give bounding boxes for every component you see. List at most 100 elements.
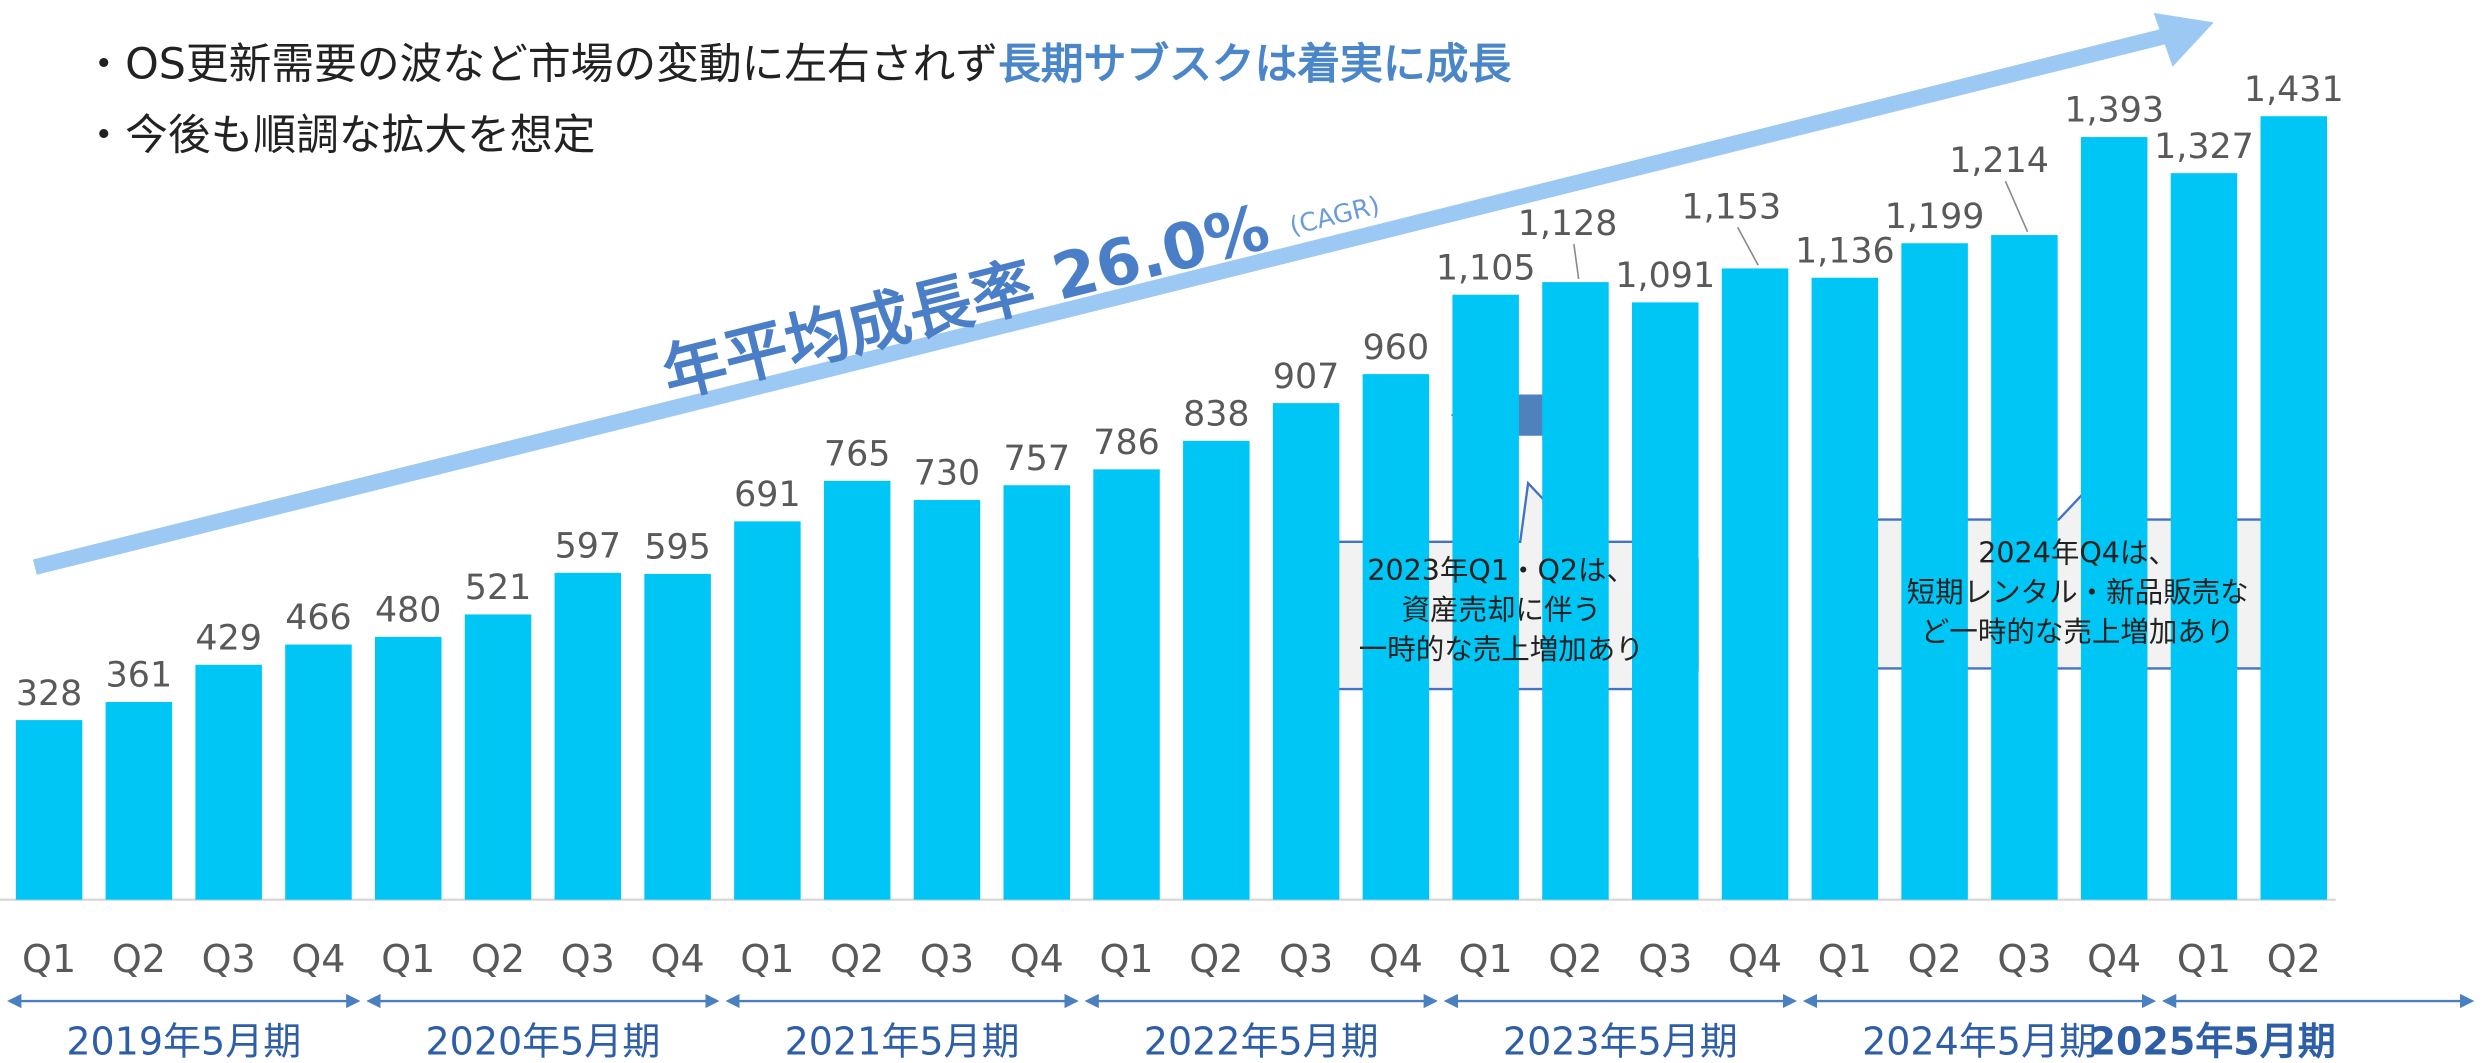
bar	[1452, 294, 1519, 900]
x-tick-label: Q1	[22, 937, 76, 981]
value-label: 1,327	[2154, 127, 2254, 167]
bar	[2080, 137, 2148, 900]
x-tick-label: Q4	[1369, 937, 1423, 981]
x-tick-label: Q2	[2267, 937, 2321, 981]
x-tick-label: Q3	[920, 937, 974, 981]
value-label: 521	[465, 568, 531, 608]
x-tick-label: Q1	[1099, 937, 1153, 981]
x-tick-label: Q3	[561, 937, 615, 981]
value-label: 1,431	[2244, 70, 2344, 110]
value-label: 1,393	[2064, 91, 2164, 131]
callout-text: 2023年Q1・Q2は、	[1367, 554, 1635, 587]
bar	[195, 664, 262, 900]
header-text: ・OS更新需要の波など市場の変動に左右されず	[82, 39, 998, 89]
group-label: 2020年5月期	[425, 1019, 660, 1063]
header-line: ・今後も順調な拡大を想定	[82, 110, 595, 160]
group-label: 2025年5月期	[2090, 1019, 2336, 1063]
value-label: 1,214	[1949, 141, 2049, 181]
x-tick-label: Q2	[830, 937, 884, 981]
value-label: 786	[1093, 423, 1159, 463]
group-label: 2021年5月期	[785, 1019, 1020, 1063]
x-tick-label: Q1	[1818, 937, 1872, 981]
x-tick-label: Q4	[2087, 937, 2141, 981]
callout-text: 一時的な売上増加あり	[1359, 633, 1644, 666]
header-emphasis: 長期サブスクは着実に成長	[998, 39, 1511, 89]
header-line: ・OS更新需要の波など市場の変動に左右されず長期サブスクは着実に成長	[82, 39, 1511, 89]
bar	[1183, 440, 1250, 900]
bar	[285, 644, 352, 900]
x-tick-label: Q3	[1638, 937, 1692, 981]
x-tick-label: Q4	[1010, 937, 1064, 981]
bar	[1721, 268, 1789, 900]
value-label: 960	[1363, 328, 1429, 368]
value-label: 1,153	[1681, 187, 1781, 227]
bar	[1901, 243, 1968, 900]
group-label: 2019年5月期	[66, 1019, 301, 1063]
x-tick-label: Q2	[1548, 937, 1602, 981]
value-label: 1,105	[1436, 248, 1536, 288]
trend-arrow	[32, 27, 2172, 575]
callout-text: 2024年Q4は、	[1978, 536, 2177, 569]
value-label: 838	[1183, 395, 1249, 435]
value-label: 757	[1004, 439, 1070, 479]
x-tick-label: Q4	[1728, 937, 1782, 981]
bar	[554, 572, 622, 900]
x-tick-label: Q1	[1459, 937, 1513, 981]
leader-line	[1573, 244, 1580, 280]
value-label: 1,199	[1885, 197, 1985, 237]
x-tick-label: Q3	[1279, 937, 1333, 981]
x-tick-label: Q3	[1997, 937, 2051, 981]
bar	[374, 636, 442, 900]
bar	[1093, 469, 1160, 900]
bar	[734, 521, 801, 900]
x-tick-label: Q1	[381, 937, 435, 981]
bar	[1991, 235, 2058, 900]
value-label: 597	[555, 526, 621, 566]
value-label: 765	[824, 435, 890, 475]
bar	[1003, 485, 1071, 900]
leader-line	[1736, 226, 1759, 266]
cagr-label: 年平均成長率 26.0%	[655, 190, 1276, 412]
callout-text: 資産売却に伴う	[1401, 593, 1601, 626]
bar	[1542, 282, 1609, 900]
group-label: 2022年5月期	[1144, 1019, 1379, 1063]
bar	[1632, 302, 1699, 900]
x-tick-label: Q2	[1189, 937, 1243, 981]
x-tick-label: Q1	[740, 937, 794, 981]
bar	[644, 573, 711, 900]
callout-text: ど一時的な売上増加あり	[1921, 616, 2235, 649]
bar	[464, 614, 532, 900]
callout-text: 短期レンタル・新品販売な	[1907, 576, 2249, 609]
bar	[1362, 374, 1430, 900]
bar	[1811, 277, 1879, 900]
value-label: 328	[16, 674, 82, 714]
value-label: 361	[106, 656, 172, 696]
x-tick-label: Q2	[1908, 937, 1962, 981]
bar	[913, 500, 981, 900]
value-label: 1,091	[1615, 256, 1715, 296]
x-tick-label: Q4	[291, 937, 345, 981]
x-tick-label: Q4	[651, 937, 705, 981]
x-tick-label: Q1	[2177, 937, 2231, 981]
bar	[823, 480, 891, 900]
x-tick-label: Q2	[112, 937, 166, 981]
group-label: 2024年5月期	[1862, 1019, 2097, 1063]
x-tick-label: Q3	[202, 937, 256, 981]
value-label: 1,128	[1518, 204, 1618, 244]
value-label: 1,136	[1795, 231, 1895, 271]
bar	[105, 702, 173, 900]
x-tick-label: Q2	[471, 937, 525, 981]
value-label: 429	[195, 618, 261, 658]
value-label: 480	[375, 591, 441, 631]
value-label: 691	[734, 475, 800, 515]
value-label: 730	[914, 454, 980, 494]
value-label: 907	[1273, 357, 1339, 397]
group-label: 2023年5月期	[1503, 1019, 1738, 1063]
bar	[2170, 173, 2238, 900]
bar	[15, 720, 83, 900]
value-label: 595	[644, 528, 710, 568]
value-label: 466	[285, 598, 351, 638]
bar	[2260, 116, 2328, 900]
bar	[1272, 403, 1340, 900]
